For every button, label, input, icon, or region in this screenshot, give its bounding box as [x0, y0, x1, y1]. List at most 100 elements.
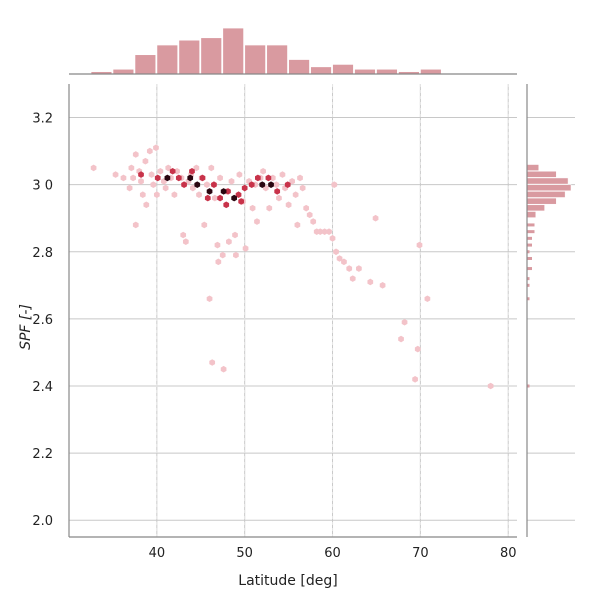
hex-bin: [269, 174, 276, 182]
y-histogram-bar-small: [527, 243, 532, 247]
y-histogram-bar-small: [527, 223, 535, 227]
x-histogram-bar: [310, 66, 332, 75]
y-histogram-bar: [526, 191, 566, 198]
x-histogram-bar: [266, 44, 289, 75]
x-tick-label: 40: [149, 546, 166, 561]
grid: [69, 84, 575, 537]
hex-bin: [341, 258, 347, 266]
hex-bin-medium: [181, 181, 187, 188]
hex-bin: [132, 221, 139, 229]
hex-bin: [412, 375, 418, 383]
hex-bin: [306, 211, 313, 219]
hex-bin: [401, 318, 408, 326]
hex-bin-medium: [223, 201, 230, 209]
y-histogram-bar: [526, 170, 557, 178]
hex-bin: [336, 255, 343, 262]
hex-bin-medium: [189, 167, 195, 175]
hex-bin-medium: [248, 181, 255, 188]
hex-bin-medium: [255, 174, 261, 182]
hex-bin: [424, 295, 431, 303]
hex-bin: [215, 258, 222, 266]
x-tick-label: 80: [500, 546, 517, 561]
y-histogram-bar-small: [527, 283, 530, 287]
hex-bin: [193, 164, 200, 172]
hex-bin: [236, 171, 243, 178]
hex-bin: [310, 218, 317, 225]
hex-bin: [346, 265, 353, 272]
hex-bin: [379, 282, 386, 289]
hex-bin: [153, 144, 159, 152]
x-tick-label: 50: [236, 546, 253, 561]
y-histogram-bar-small: [527, 256, 532, 260]
hex-bin: [217, 174, 223, 182]
hex-bin: [162, 184, 169, 192]
hex-bin: [289, 178, 295, 185]
hex-bin: [317, 228, 324, 235]
hex-bin: [211, 194, 218, 202]
x-tick-label: 70: [412, 546, 429, 561]
x-histogram-bar: [419, 68, 442, 75]
hex-bin: [139, 191, 146, 199]
hex-bin-medium: [138, 171, 144, 178]
x-tick-label: 60: [324, 546, 341, 561]
hex-bin: [214, 241, 221, 249]
hex-bin: [276, 194, 282, 202]
hex-bin-medium: [274, 188, 281, 195]
hex-bin: [174, 167, 180, 175]
x-histogram-bar: [288, 59, 310, 75]
hex-bin: [182, 238, 189, 246]
hex-bin: [142, 157, 149, 165]
hex-bin: [148, 171, 155, 178]
hex-bin-medium: [199, 174, 206, 182]
hex-bin: [367, 278, 374, 286]
hex-bin-medium: [241, 184, 248, 192]
hex-bin: [132, 151, 139, 158]
y-histogram-bar: [526, 184, 572, 192]
hex-bin-medium: [154, 174, 161, 182]
y-tick-label: 3.2: [32, 112, 53, 127]
hex-bin: [333, 248, 339, 256]
hex-bin: [180, 231, 187, 239]
hex-bin: [209, 359, 216, 366]
x-marginal-histogram: [90, 27, 442, 75]
hex-bin-dense: [194, 181, 201, 188]
y-histogram-bar-small: [527, 297, 530, 301]
hex-bin: [130, 174, 136, 182]
y-histogram-bar-small: [527, 267, 532, 271]
hex-bin-medium: [265, 174, 272, 182]
x-histogram-bar: [200, 37, 223, 75]
hex-bin: [128, 164, 135, 172]
hex-bin: [372, 214, 379, 222]
y-histogram-bar: [526, 164, 539, 171]
hex-bin: [487, 382, 494, 390]
y-tick-label: 2.6: [32, 313, 53, 328]
hex-bin-dense: [187, 174, 194, 182]
hex-bin: [232, 231, 238, 239]
y-tick-label: 2.2: [32, 447, 53, 462]
hex-bin: [90, 164, 97, 172]
hex-bin: [157, 167, 164, 175]
hex-bin: [329, 235, 336, 242]
hex-bin: [292, 191, 299, 199]
y-histogram-bar-small: [527, 277, 530, 281]
hex-bin-dense: [206, 188, 213, 195]
hex-bin-dense: [164, 174, 171, 182]
hex-bin: [414, 345, 421, 353]
hex-bin: [228, 178, 235, 185]
y-tick-label: 2.0: [32, 514, 53, 529]
hex-bin: [126, 184, 133, 192]
hex-bin: [220, 365, 227, 373]
hex-bin: [190, 184, 196, 192]
hex-bin-medium: [225, 188, 231, 195]
hex-bin: [279, 171, 286, 178]
hex-bin-medium: [238, 198, 245, 205]
y-histogram-bar: [526, 177, 569, 185]
hex-bin-medium: [169, 167, 176, 175]
hex-bin-medium: [284, 181, 291, 188]
y-tick-label: 3 0: [32, 179, 53, 194]
y-histogram-bar-small: [527, 230, 535, 234]
y-histogram-bar: [526, 204, 545, 212]
y-tick-label: 2.4: [32, 380, 53, 395]
y-tick-label: 2.8: [32, 246, 53, 261]
